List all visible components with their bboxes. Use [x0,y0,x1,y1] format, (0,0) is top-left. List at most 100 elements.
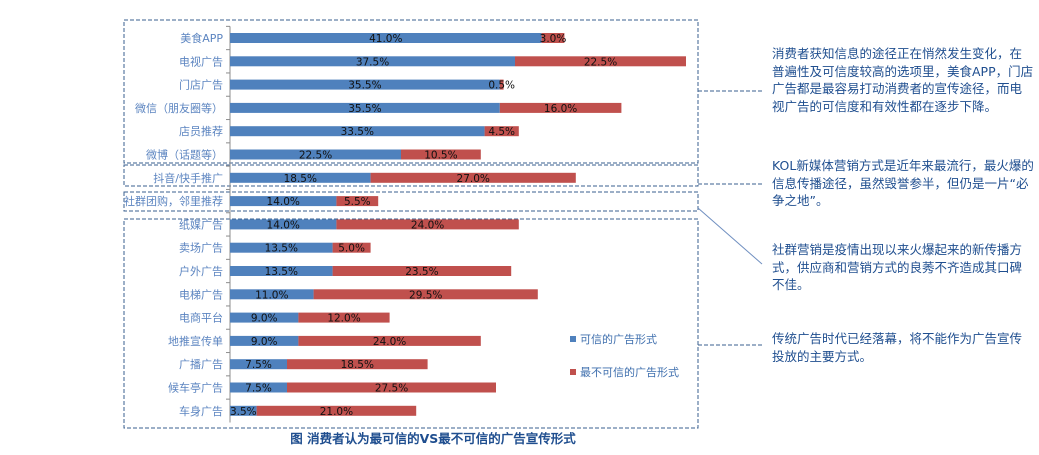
legend-swatch-red [570,369,576,375]
data-label: 5.5% [344,196,371,208]
data-label: 0.5% [488,80,515,92]
bar-trusted [230,172,371,183]
data-label: 11.0% [255,289,288,301]
data-label: 23.5% [405,266,438,278]
category-label: 纸媒广告 [179,218,223,231]
data-label: 33.5% [341,126,374,138]
legend-item-untrusted: 最不可信的广告形式 [570,364,679,380]
group-box-4 [123,218,699,429]
group-box-3 [123,191,699,212]
bar-trusted [230,289,314,300]
bar-untrusted [298,335,481,346]
category-label: 广播广告 [179,357,223,371]
data-label: 12.0% [327,313,360,325]
data-label: 10.5% [424,150,457,162]
category-label: 微博（话题等） [146,148,223,162]
data-label: 7.5% [245,383,272,395]
legend-label: 最不可信的广告形式 [580,366,679,379]
data-label: 14.0% [267,219,300,231]
data-label: 22.5% [584,56,617,68]
data-label: 5.0% [338,243,365,255]
bar-trusted [230,126,485,137]
category-label: 户外广告 [179,264,223,278]
bar-untrusted [256,405,417,416]
bar-trusted [230,196,337,207]
bar-untrusted [499,79,504,90]
data-label: 13.5% [265,266,298,278]
category-label: 电梯广告 [179,288,223,301]
bar-untrusted [515,56,686,67]
category-label: 电视广告 [179,54,223,68]
data-label: 27.0% [457,173,490,185]
category-label: 美食APP [180,31,223,45]
data-label: 24.0% [411,219,444,231]
data-label: 27.5% [375,383,408,395]
bar-trusted [230,219,337,230]
bar-untrusted [313,289,538,300]
bar-untrusted [401,149,481,160]
bar-untrusted [370,172,576,183]
bar-untrusted [336,219,519,230]
data-label: 41.0% [369,33,402,45]
category-label: 地推宣传单 [168,334,223,348]
bar-trusted [230,149,401,160]
bar-untrusted [298,312,390,323]
category-label: 电商平台 [179,311,223,325]
bar-untrusted [287,359,428,370]
data-label: 29.5% [409,289,442,301]
category-label: 抖音/快手推广 [153,171,223,185]
bar-trusted [230,312,299,323]
category-label: 微信（朋友圈等） [135,101,223,115]
bar-trusted [230,266,333,276]
bar-untrusted [287,382,496,393]
category-label: 社群团购，邻里推荐 [124,194,223,208]
category-label: 门店广告 [179,78,223,92]
data-label: 18.5% [284,173,317,185]
data-label: 9.0% [251,336,278,348]
note-3: 社群营销是疫情出现以来火爆起来的新传播方式，供应商和营销方式的良莠不齐造成其口碑… [772,242,1023,292]
bar-untrusted [541,33,565,43]
chart-title: 图 消费者认为最可信的VS最不可信的广告宣传形式 [290,431,576,446]
bar-trusted [230,56,515,67]
data-label: 24.0% [373,336,406,348]
connector-3 [697,207,763,265]
legend-swatch-blue [570,336,576,342]
bar-trusted [230,102,500,113]
bar-untrusted [332,242,371,253]
data-label: 37.5% [356,56,389,68]
bar-trusted [230,242,333,253]
category-label: 卖场广告 [179,241,223,255]
data-label: 13.5% [265,243,298,255]
bar-trusted [230,382,287,393]
note-4: 传统广告时代已经落幕，将不能作为广告宣传投放的主要方式。 [772,331,1023,364]
category-label: 店员推荐 [179,124,223,138]
data-label: 18.5% [341,359,374,371]
bar-trusted [230,79,500,90]
data-label: 16.0% [544,103,577,115]
category-label: 候车亭广告 [168,381,223,395]
bar-untrusted [336,196,379,207]
legend-item-trusted: 可信的广告形式 [570,331,657,347]
data-label: 7.5% [245,359,272,371]
bar-trusted [230,335,299,346]
bar-untrusted [484,126,519,137]
data-label: 14.0% [267,196,300,208]
bar-untrusted [499,102,622,113]
note-2: KOL新媒体营销方式是近年来最流行，最火爆的信息传播途径，虽然毁誉参半，但仍是一… [772,158,1034,208]
data-label: 3.5% [230,406,257,418]
legend-label: 可信的广告形式 [580,333,657,346]
data-label: 4.5% [488,126,515,138]
category-label: 车身广告 [179,404,223,418]
bar-trusted [230,405,257,416]
data-label: 3.0% [540,33,567,45]
bar-trusted [230,33,542,43]
note-1: 消费者获知信息的途径正在悄然发生变化，在普遍性及可信度较高的选项里，美食APP，… [772,46,1034,114]
data-label: 35.5% [348,80,381,92]
bar-untrusted [332,266,512,276]
bar-trusted [230,359,287,370]
group-box-2 [123,164,699,187]
data-label: 21.0% [320,406,353,418]
data-label: 22.5% [299,150,332,162]
